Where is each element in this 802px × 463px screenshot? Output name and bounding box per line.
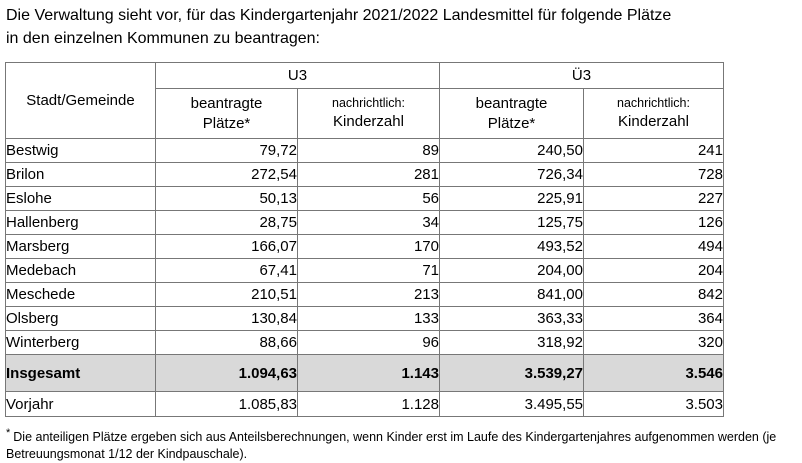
cell-ue3-kinderzahl: 126: [583, 210, 724, 235]
cell-u3-plaetze: 67,41: [155, 258, 298, 283]
intro-line-1: Die Verwaltung sieht vor, für das Kinder…: [6, 7, 672, 24]
header-ue3-beantragte-plaetze: beantragte Plätze*: [439, 88, 584, 139]
table-row-marsberg: Marsberg 166,07 170 493,52 494: [5, 234, 724, 259]
kindergarten-places-table: Stadt/Gemeinde U3 Ü3 beantragte Plätze* …: [5, 62, 724, 417]
cell-ue3-kinderzahl: 728: [583, 162, 724, 187]
cell-u3-plaetze: 272,54: [155, 162, 298, 187]
header-label-line: nachrichtlich:: [617, 96, 690, 110]
cell-gemeinde: Hallenberg: [5, 210, 156, 235]
cell-ue3-kinderzahl: 241: [583, 138, 724, 163]
header-label-line: Kinderzahl: [333, 113, 404, 130]
cell-ue3-kinderzahl: 204: [583, 258, 724, 283]
cell-u3-kinderzahl: 56: [297, 186, 440, 211]
cell-gemeinde: Winterberg: [5, 330, 156, 355]
cell-total-label: Insgesamt: [5, 354, 156, 392]
table-row-olsberg: Olsberg 130,84 133 363,33 364: [5, 306, 724, 331]
cell-vorjahr-u3-kinderzahl: 1.128: [297, 391, 440, 417]
cell-vorjahr-label: Vorjahr: [5, 391, 156, 417]
cell-gemeinde: Meschede: [5, 282, 156, 307]
table-row-hallenberg: Hallenberg 28,75 34 125,75 126: [5, 210, 724, 235]
cell-gemeinde: Marsberg: [5, 234, 156, 259]
cell-ue3-plaetze: 493,52: [439, 234, 584, 259]
cell-u3-kinderzahl: 96: [297, 330, 440, 355]
cell-ue3-kinderzahl: 842: [583, 282, 724, 307]
footnote-text: Die anteiligen Plätze ergeben sich aus A…: [6, 430, 777, 462]
total-row: Insgesamt 1.094,63 1.143 3.539,27 3.546: [5, 354, 724, 392]
header-sub-row: beantragte Plätze* nachrichtlich: Kinder…: [6, 88, 724, 139]
header-group-u3: U3: [155, 62, 440, 89]
cell-u3-plaetze: 210,51: [155, 282, 298, 307]
table-row-brilon: Brilon 272,54 281 726,34 728: [5, 162, 724, 187]
cell-gemeinde: Brilon: [5, 162, 156, 187]
header-label-line: Kinderzahl: [618, 113, 689, 130]
header-u3-kinderzahl: nachrichtlich: Kinderzahl: [297, 88, 440, 139]
table-row-eslohe: Eslohe 50,13 56 225,91 227: [5, 186, 724, 211]
cell-ue3-plaetze: 125,75: [439, 210, 584, 235]
cell-ue3-plaetze: 841,00: [439, 282, 584, 307]
table-row-bestwig: Bestwig 79,72 89 240,50 241: [5, 138, 724, 163]
header-label-line: Plätze*: [487, 114, 536, 132]
footnote-asterisk: *: [6, 427, 11, 439]
cell-u3-plaetze: 50,13: [155, 186, 298, 211]
cell-u3-plaetze: 130,84: [155, 306, 298, 331]
cell-ue3-kinderzahl: 320: [583, 330, 724, 355]
cell-u3-kinderzahl: 34: [297, 210, 440, 235]
intro-paragraph: Die Verwaltung sieht vor, für das Kinder…: [0, 0, 802, 50]
header-ue3-kinderzahl: nachrichtlich: Kinderzahl: [583, 88, 724, 139]
table-row-medebach: Medebach 67,41 71 204,00 204: [5, 258, 724, 283]
cell-ue3-plaetze: 318,92: [439, 330, 584, 355]
header-label-line: Plätze*: [202, 114, 251, 132]
cell-total-u3-kinderzahl: 1.143: [297, 354, 440, 392]
cell-gemeinde: Bestwig: [5, 138, 156, 163]
cell-gemeinde: Eslohe: [5, 186, 156, 211]
cell-ue3-kinderzahl: 494: [583, 234, 724, 259]
cell-total-ue3-kinderzahl: 3.546: [583, 354, 724, 392]
cell-ue3-kinderzahl: 364: [583, 306, 724, 331]
cell-ue3-plaetze: 204,00: [439, 258, 584, 283]
cell-u3-kinderzahl: 71: [297, 258, 440, 283]
cell-u3-kinderzahl: 170: [297, 234, 440, 259]
cell-u3-kinderzahl: 213: [297, 282, 440, 307]
header-stadt-gemeinde: Stadt/Gemeinde: [5, 62, 156, 139]
cell-gemeinde: Olsberg: [5, 306, 156, 331]
cell-total-ue3-plaetze: 3.539,27: [439, 354, 584, 392]
table-row-meschede: Meschede 210,51 213 841,00 842: [5, 282, 724, 307]
cell-u3-plaetze: 166,07: [155, 234, 298, 259]
cell-ue3-kinderzahl: 227: [583, 186, 724, 211]
cell-u3-plaetze: 88,66: [155, 330, 298, 355]
header-label-line: beantragte: [475, 94, 548, 112]
header-u3-beantragte-plaetze: beantragte Plätze*: [155, 88, 298, 139]
cell-u3-kinderzahl: 133: [297, 306, 440, 331]
cell-u3-kinderzahl: 281: [297, 162, 440, 187]
cell-vorjahr-ue3-kinderzahl: 3.503: [583, 391, 724, 417]
cell-ue3-plaetze: 726,34: [439, 162, 584, 187]
cell-ue3-plaetze: 225,91: [439, 186, 584, 211]
table-row-winterberg: Winterberg 88,66 96 318,92 320: [5, 330, 724, 355]
cell-vorjahr-u3-plaetze: 1.085,83: [155, 391, 298, 417]
cell-ue3-plaetze: 363,33: [439, 306, 584, 331]
cell-vorjahr-ue3-plaetze: 3.495,55: [439, 391, 584, 417]
header-group-ue3: Ü3: [439, 62, 724, 89]
cell-ue3-plaetze: 240,50: [439, 138, 584, 163]
cell-total-u3-plaetze: 1.094,63: [155, 354, 298, 392]
header-label-line: beantragte: [190, 94, 263, 112]
cell-gemeinde: Medebach: [5, 258, 156, 283]
footnote: * Die anteiligen Plätze ergeben sich aus …: [6, 425, 796, 463]
cell-u3-kinderzahl: 89: [297, 138, 440, 163]
header-group-row: Stadt/Gemeinde U3 Ü3: [5, 62, 724, 139]
intro-line-2: in den einzelnen Kommunen zu beantragen:: [6, 30, 320, 47]
vorjahr-row: Vorjahr 1.085,83 1.128 3.495,55 3.503: [5, 391, 724, 417]
header-label-line: nachrichtlich:: [332, 96, 405, 110]
cell-u3-plaetze: 79,72: [155, 138, 298, 163]
cell-u3-plaetze: 28,75: [155, 210, 298, 235]
